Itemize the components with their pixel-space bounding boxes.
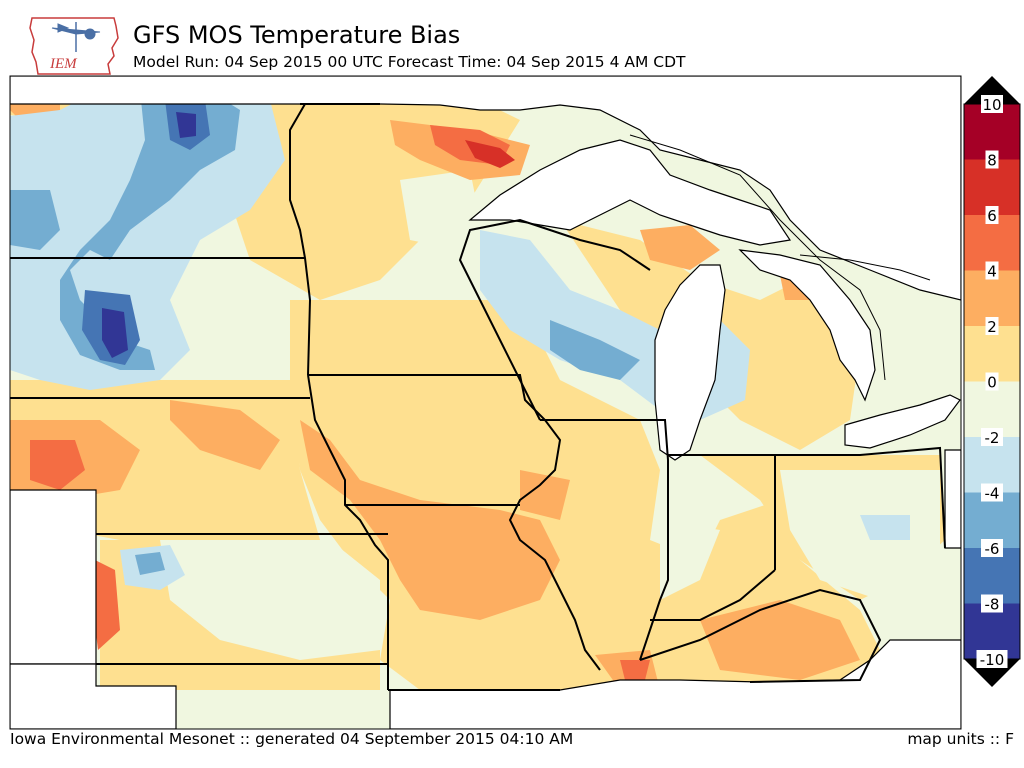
lake-superior: [468, 139, 792, 246]
map-subtitle: Model Run: 04 Sep 2015 00 UTC Forecast T…: [133, 53, 686, 71]
colorbar-tick-label: 4: [985, 261, 999, 281]
map-title: GFS MOS Temperature Bias: [133, 21, 461, 49]
colorbar-band: [964, 104, 1020, 160]
colorbar-band: [964, 159, 1020, 215]
map-frame: [9, 75, 962, 730]
southwest-box: [10, 489, 97, 665]
lake-michigan: [654, 264, 726, 461]
iem-logo: IEM: [29, 17, 119, 75]
bias-minus10-to-minus8-regions: [102, 112, 196, 358]
bias-6-to-8-regions: [465, 140, 515, 168]
svg-text:8: 8: [987, 152, 997, 170]
canada-north: [10, 76, 961, 301]
svg-text:-10: -10: [980, 651, 1005, 669]
canada-lines: [629, 134, 931, 381]
colorbar-tick-label: -4: [981, 483, 1003, 503]
svg-text:2: 2: [987, 318, 997, 336]
state-borders: [10, 103, 946, 691]
colorbar-band: [964, 492, 1020, 548]
colorbar-band: [964, 603, 1020, 659]
svg-text:0: 0: [987, 374, 997, 392]
lake-erie: [844, 394, 961, 449]
svg-text:-6: -6: [985, 540, 1000, 558]
svg-text:-8: -8: [985, 596, 1000, 614]
colorbar-tick-label: -8: [981, 594, 1003, 614]
svg-text:-2: -2: [985, 429, 1000, 447]
map-units-label: map units :: F: [907, 730, 1014, 748]
colorbar-tick-label: 10: [981, 95, 1003, 114]
svg-text:10: 10: [982, 96, 1001, 114]
svg-text:4: 4: [987, 263, 997, 281]
colorbar-tick-label: -10: [976, 650, 1008, 669]
bias-minus6-to-minus4-regions: [10, 85, 640, 575]
colorbar-band: [964, 326, 1020, 382]
colorbar-band: [964, 381, 1020, 437]
colorbar-band: [964, 437, 1020, 493]
unanalyzed-areas: [10, 76, 961, 729]
svg-text:-4: -4: [985, 485, 1000, 503]
colorbar-tick-label: -6: [981, 539, 1003, 558]
svg-text:6: 6: [987, 207, 997, 225]
colorbar-tick-label: 8: [985, 150, 999, 170]
lake-huron: [738, 249, 876, 402]
bias-minus2-to-0-regions: [160, 170, 940, 660]
colorbar-band: [964, 548, 1020, 604]
southeast-unanalyzed: [389, 639, 961, 729]
iem-logo-text: IEM: [49, 56, 78, 72]
colorbar-band: [964, 215, 1020, 271]
weather-vane-icon: [51, 22, 101, 52]
colorbar-tick-label: -2: [981, 428, 1003, 447]
colorbar: 10 8 6 4 2 0 -2 -4 -6 -8 -10: [963, 76, 1021, 687]
colorbar-band: [964, 270, 1020, 326]
east-unanalyzed: [944, 449, 961, 549]
colorbar-tick-label: 2: [985, 317, 999, 336]
colorbar-tick-label: 6: [985, 206, 999, 225]
colorbar-max-arrow: [964, 76, 1020, 104]
colorbar-tick-label: 0: [985, 372, 999, 392]
footer-credit: Iowa Environmental Mesonet :: generated …: [10, 730, 574, 748]
